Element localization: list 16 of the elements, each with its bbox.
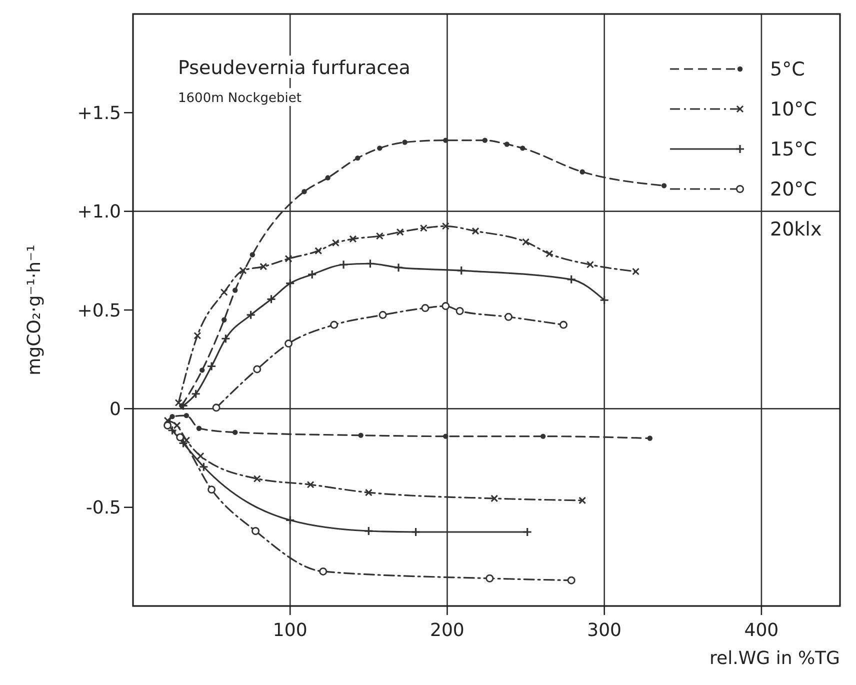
x-tick-label: 100 — [272, 620, 308, 641]
legend-label: 15°C — [770, 138, 817, 161]
legend-label: 10°C — [770, 98, 817, 121]
legend-label: 20°C — [770, 178, 817, 201]
x-tick-label: 300 — [587, 620, 622, 641]
x-tick-label: 200 — [430, 620, 464, 641]
legend-label: 5°C — [770, 58, 805, 81]
y-tick-label: +0.5 — [77, 300, 121, 322]
y-tick-label: +1.0 — [77, 202, 121, 223]
y-tick-label: -0.5 — [86, 498, 121, 519]
y-tick-label: 0 — [110, 398, 121, 420]
x-tick-label: 400 — [744, 620, 779, 641]
y-axis-title: mgCO₂·g⁻¹·h⁻¹ — [24, 244, 45, 376]
x-axis-title: rel.WG in %TG — [710, 648, 840, 669]
annotation: 20klx — [770, 218, 822, 241]
y-tick-label: +1.5 — [77, 102, 121, 124]
